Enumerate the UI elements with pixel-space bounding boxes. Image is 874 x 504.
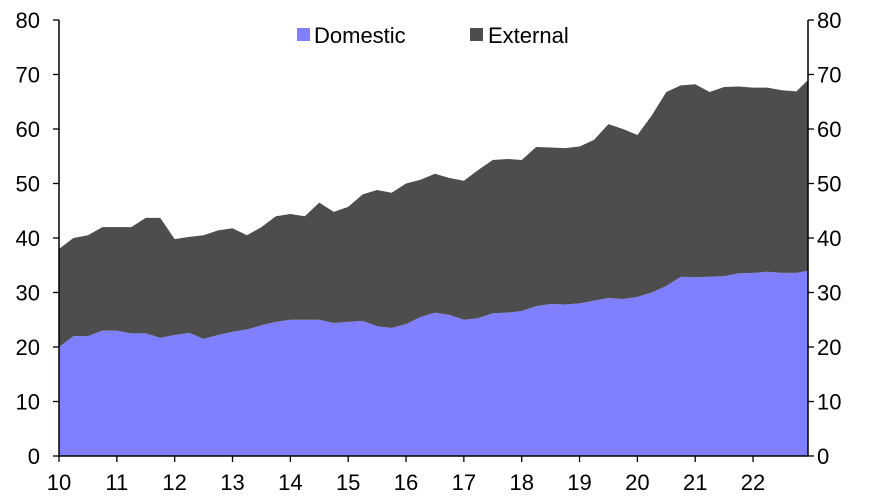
legend-swatch-external: [470, 28, 483, 41]
y-tick-label-right: 60: [817, 117, 841, 142]
x-tick-label: 14: [278, 470, 302, 495]
y-tick-label-left: 40: [16, 226, 40, 251]
axes-layer: 0 0 10 10 20 20 30 30 40 40 50 50 60 60 70 70 80 80 10 11 12…: [16, 8, 842, 495]
x-tick-label: 16: [394, 470, 418, 495]
x-tick-label: 22: [741, 470, 765, 495]
x-tick-label: 13: [220, 470, 244, 495]
area-layer: [59, 79, 808, 456]
x-tick-label: 17: [452, 470, 476, 495]
legend-label-domestic: Domestic: [314, 23, 406, 48]
y-tick-label-left: 80: [16, 8, 40, 33]
y-tick-label-left: 20: [16, 335, 40, 360]
y-tick-label-left: 60: [16, 117, 40, 142]
y-tick-label-right: 50: [817, 172, 841, 197]
y-tick-label-left: 30: [16, 281, 40, 306]
y-tick-label-right: 10: [817, 390, 841, 415]
y-tick-label-right: 70: [817, 63, 841, 88]
y-tick-label-right: 40: [817, 226, 841, 251]
x-tick-label: 15: [336, 470, 360, 495]
legend-label-external: External: [488, 23, 569, 48]
x-tick-label: 12: [162, 470, 186, 495]
y-tick-label-right: 20: [817, 335, 841, 360]
x-tick-label: 20: [625, 470, 649, 495]
y-tick-label-left: 70: [16, 63, 40, 88]
y-tick-label-right: 80: [817, 8, 841, 33]
y-tick-label-right: 0: [817, 444, 829, 469]
x-tick-label: 18: [509, 470, 533, 495]
legend-swatch-domestic: [297, 28, 310, 41]
y-tick-label-left: 0: [28, 444, 40, 469]
y-tick-label-left: 50: [16, 172, 40, 197]
x-tick-label: 10: [47, 470, 71, 495]
y-tick-label-right: 30: [817, 281, 841, 306]
y-tick-label-left: 10: [16, 390, 40, 415]
legend: Domestic External: [297, 23, 569, 48]
x-tick-label: 19: [567, 470, 591, 495]
area-series-domestic: [59, 270, 808, 456]
x-tick-label: 21: [683, 470, 707, 495]
area-series-external: [59, 79, 808, 347]
x-tick-label: 11: [105, 470, 128, 495]
